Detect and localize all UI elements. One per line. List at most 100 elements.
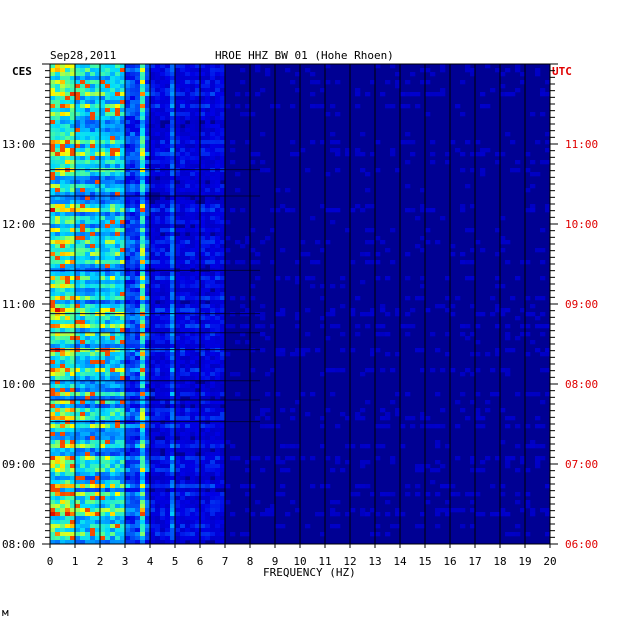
heatmap-cell [125,520,130,524]
heatmap-cell [65,272,70,276]
heatmap-cell [125,172,130,176]
heatmap-cell [205,256,210,260]
heatmap-cell [160,360,165,364]
heatmap-cell [110,68,115,72]
heatmap-cell [185,72,190,76]
heatmap-cell [100,488,105,492]
heatmap-cell [330,220,335,224]
heatmap-cell [205,136,210,140]
heatmap-cell [215,128,220,132]
heatmap-cell [355,204,360,208]
heatmap-cell [60,328,65,332]
heatmap-cell [355,412,360,416]
heatmap-cell [175,456,180,460]
heatmap-cell [80,432,85,436]
heatmap-cell [100,204,105,208]
heatmap-cell [210,240,215,244]
heatmap-cell [500,408,505,412]
heatmap-cell [65,428,70,432]
heatmap-cell [190,372,195,376]
heatmap-cell [140,408,145,412]
heatmap-cell [185,404,190,408]
heatmap-cell [140,448,145,452]
heatmap-cell [390,228,395,232]
heatmap-cell [85,140,90,144]
heatmap-cell [250,512,255,516]
heatmap-cell [155,224,160,228]
heatmap-cell [150,300,155,304]
heatmap-cell [110,160,115,164]
heatmap-cell [65,440,70,444]
heatmap-cell [335,460,340,464]
heatmap-cell [135,184,140,188]
heatmap-cell [125,488,130,492]
heatmap-cell [165,104,170,108]
heatmap-cell [75,296,80,300]
heatmap-cell [50,276,55,280]
heatmap-cell [185,128,190,132]
heatmap-cell [105,420,110,424]
heatmap-cell [265,408,270,412]
heatmap-cell [200,344,205,348]
heatmap-cell [185,440,190,444]
heatmap-cell [55,172,60,176]
heatmap-cell [210,264,215,268]
heatmap-cell [110,400,115,404]
heatmap-cell [115,152,120,156]
heatmap-cell [215,368,220,372]
heatmap-cell [110,260,115,264]
heatmap-cell [55,372,60,376]
heatmap-cell [80,108,85,112]
heatmap-cell [215,504,220,508]
heatmap-cell [475,240,480,244]
heatmap-cell [105,336,110,340]
heatmap-cell [130,416,135,420]
heatmap-cell [75,452,80,456]
heatmap-cell [165,292,170,296]
heatmap-cell [140,292,145,296]
heatmap-cell [110,344,115,348]
heatmap-cell [105,536,110,540]
heatmap-cell [100,184,105,188]
heatmap-cell [60,96,65,100]
heatmap-cell [285,456,290,460]
heatmap-cell [160,328,165,332]
heatmap-cell [215,300,220,304]
heatmap-cell [85,184,90,188]
heatmap-cell [110,524,115,528]
heatmap-cell [80,120,85,124]
heatmap-cell [190,424,195,428]
heatmap-cell [175,116,180,120]
heatmap-cell [215,392,220,396]
heatmap-cell [205,132,210,136]
heatmap-cell [140,308,145,312]
heatmap-cell [160,156,165,160]
heatmap-cell [130,372,135,376]
heatmap-cell [160,428,165,432]
heatmap-cell [125,360,130,364]
heatmap-cell [380,416,385,420]
heatmap-cell [205,344,210,348]
heatmap-cell [80,320,85,324]
heatmap-cell [135,340,140,344]
heatmap-cell [540,296,545,300]
heatmap-cell [365,324,370,328]
heatmap-cell [125,152,130,156]
heatmap-cell [175,240,180,244]
heatmap-cell [65,128,70,132]
heatmap-cell [165,128,170,132]
heatmap-cell [230,296,235,300]
heatmap-cell [190,504,195,508]
heatmap-cell [165,388,170,392]
heatmap-cell [150,256,155,260]
heatmap-cell [60,428,65,432]
heatmap-cell [205,144,210,148]
heatmap-cell [330,140,335,144]
heatmap-cell [100,280,105,284]
heatmap-cell [185,296,190,300]
heatmap-cell [330,312,335,316]
heatmap-cell [180,92,185,96]
heatmap-cell [140,340,145,344]
heatmap-cell [115,252,120,256]
heatmap-cell [525,532,530,536]
